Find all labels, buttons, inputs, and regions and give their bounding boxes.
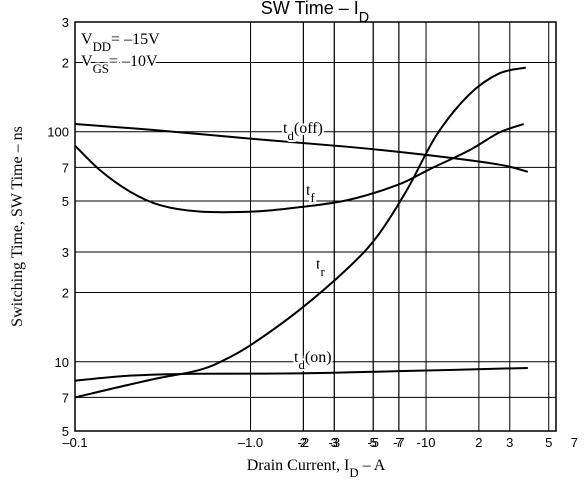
x-tick-label: 5 [370,435,377,450]
curve [74,66,526,399]
y-tick-label: 100 [47,125,69,140]
y-tick-label: 7 [62,160,69,175]
y-tick-label: 5 [62,424,69,439]
curve [74,366,528,382]
curve-label-sub: d [287,129,294,143]
curve [74,123,529,173]
annotation-tail: = –10V [109,53,158,70]
curve-label-base: t [283,120,288,137]
x-tick-label: -3 [328,435,340,450]
x-tick-label: -7 [393,435,405,450]
curve-label: tr [316,256,325,279]
annotation: VGS= –10V [81,53,158,76]
y-tick-label: 7 [62,390,69,405]
x-axis-label: Drain Current, ID – A [247,457,386,480]
x-axis-label-tail: – A [359,457,386,474]
annotation-base: V [81,53,93,70]
x-tick-label: 7 [395,435,402,450]
chart-title-base: SW Time – I [261,0,359,18]
y-tick-label: 10 [55,355,69,370]
curve-label-sub: f [310,191,315,205]
x-axis-label-base: Drain Current, I [247,457,350,474]
annotation-tail: = –15V [111,31,160,48]
curve-label: tf [306,182,315,205]
x-tick-label: -10 [417,435,436,450]
x-axis-label-sub: D [349,466,358,480]
annotation-sub: DD [93,40,111,54]
x-tick-label: 3 [331,435,338,450]
y-tick-label: 2 [62,56,69,71]
annotation-base: V [81,31,93,48]
x-tick-label: 3 [506,435,513,450]
annotation: VDD= –15V [81,31,160,54]
x-tick-label: 2 [475,435,482,450]
curve-label-base: t [294,349,299,366]
curve-label-sub: r [320,265,325,279]
curve-label-base: t [306,182,311,199]
chart-title: SW Time – ID [261,0,369,26]
x-tick-label: 2 [300,435,307,450]
x-tick-label: –1.0 [238,435,263,450]
y-tick-label: 3 [62,245,69,260]
y-tick-label: 5 [62,194,69,209]
x-tick-label: -2 [298,435,310,450]
y-axis-label: Switching Time, SW Time – ns [9,126,26,327]
curve-label: td(on) [294,349,332,372]
annotation-sub: GS [93,62,109,76]
y-tick-label: 3 [62,15,69,30]
plot-frame [74,21,557,432]
curve-label-sub: d [298,358,305,372]
chart-title-sub: D [359,10,369,26]
curve [74,123,525,214]
curve-label: td(off) [283,120,323,143]
x-tick-label: 5 [545,435,552,450]
x-tick-label: –0.1 [62,435,87,450]
curve-label-tail: (off) [294,120,323,137]
y-tick-label: 2 [62,286,69,301]
x-tick-label: 7 [571,435,578,450]
curve-label-tail: (on) [305,349,332,366]
curve-label-base: t [316,256,321,273]
x-tick-label: -5 [367,435,379,450]
